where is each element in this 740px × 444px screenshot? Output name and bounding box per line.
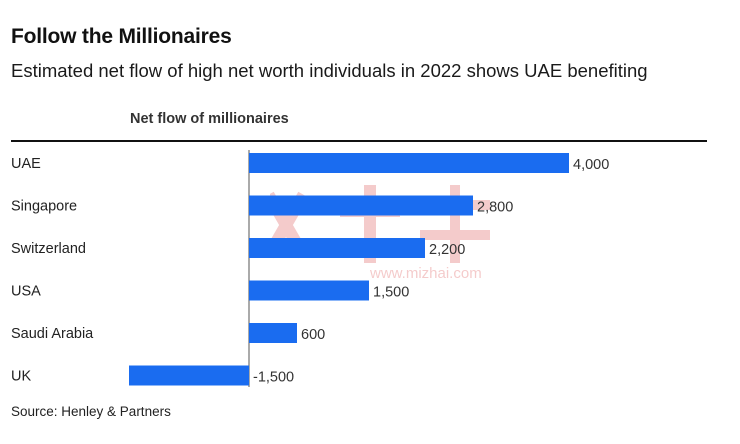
category-label: Saudi Arabia [11,326,94,342]
bar [129,365,249,386]
chart-subtitle: Estimated net flow of high net worth ind… [11,60,648,81]
bar [249,238,425,258]
bar [249,195,473,216]
value-label: 2,200 [429,242,465,258]
value-label: 2,800 [477,200,513,216]
bar [249,153,569,173]
value-label: -1,500 [253,370,294,386]
value-label: 1,500 [373,285,409,301]
bar [249,323,297,343]
header-rule [11,140,707,142]
category-label: Switzerland [11,241,86,257]
value-label: 600 [301,327,325,343]
category-label: USA [11,284,41,300]
category-label: Singapore [11,199,77,215]
source-note: Source: Henley & Partners [11,404,171,419]
category-label: UK [11,369,31,385]
category-label: UAE [11,156,41,172]
value-label: 4,000 [573,157,609,173]
column-header: Net flow of millionaires [130,111,289,127]
chart-title: Follow the Millionaires [11,25,232,48]
bar [249,280,369,301]
